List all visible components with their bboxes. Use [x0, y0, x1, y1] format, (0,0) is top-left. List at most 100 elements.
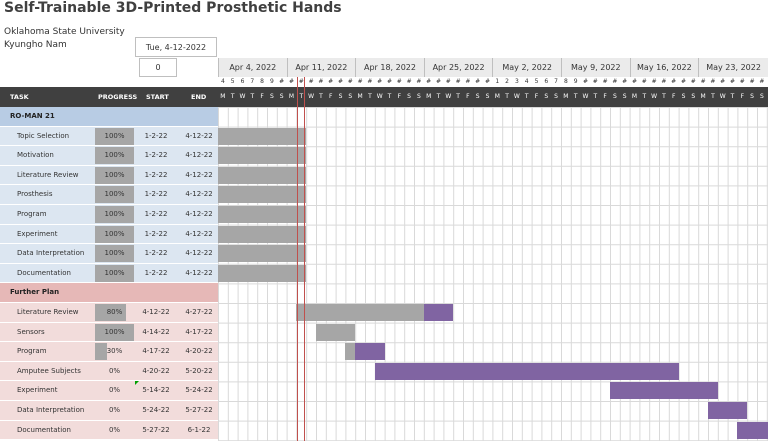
gantt-bar-complete[interactable]: [316, 323, 356, 341]
day-number: 6: [240, 78, 245, 85]
day-number: #: [759, 78, 765, 85]
task-name: Literature Review: [17, 308, 79, 316]
progress-fill: [95, 225, 134, 243]
gantt-bar-remaining[interactable]: [374, 362, 679, 380]
task-row[interactable]: Topic Selection 100% 1-2-22 4-12-22: [0, 126, 218, 147]
day-number: 5: [534, 78, 539, 85]
gantt-bar-remaining[interactable]: [610, 382, 718, 400]
progress-fill: [95, 206, 134, 223]
day-number: #: [582, 78, 588, 85]
task-name: Literature Review: [17, 170, 79, 179]
day-letter: T: [387, 93, 392, 100]
gantt-bar-complete[interactable]: [218, 166, 307, 184]
task-row[interactable]: Data Interpretation 0% 5-24-22 5-27-22: [0, 401, 218, 421]
day-number: #: [484, 78, 490, 85]
task-row[interactable]: Experiment 100% 1-2-22 4-12-22: [0, 224, 218, 245]
week-header: Apr 25, 2022: [423, 58, 493, 77]
gantt-bar-remaining[interactable]: [737, 421, 768, 439]
day-number: 4: [524, 78, 529, 85]
task-row[interactable]: Documentation 0% 5-27-22 6-1-22: [0, 420, 218, 441]
group-title: Further Plan: [10, 288, 60, 297]
day-number: #: [749, 78, 755, 85]
week-header: May 23, 2022: [698, 58, 768, 77]
task-name: Experiment: [17, 229, 58, 238]
task-end-date: 4-12-22: [185, 170, 213, 179]
task-start-date: 4-17-22: [142, 347, 170, 356]
gantt-bar-complete[interactable]: [218, 127, 307, 145]
day-number: #: [357, 78, 363, 85]
progress-cell: 80%: [95, 303, 134, 322]
task-name: Experiment: [17, 386, 58, 395]
day-number: #: [710, 78, 716, 85]
task-name: Program: [17, 210, 47, 218]
day-number: #: [435, 78, 441, 85]
day-letter: S: [691, 93, 696, 100]
task-name: Program: [17, 347, 47, 356]
day-letter: T: [436, 93, 441, 100]
progress-fill: [95, 166, 134, 184]
gantt-bar-complete[interactable]: [218, 186, 307, 204]
gantt-bar-remaining[interactable]: [423, 304, 454, 321]
day-number: #: [475, 78, 481, 85]
progress-value: 100%: [104, 170, 125, 179]
task-row[interactable]: Sensors 100% 4-14-22 4-17-22: [0, 322, 218, 343]
group-row[interactable]: RO-MAN 21: [0, 107, 218, 127]
day-letter: S: [269, 93, 274, 100]
day-letter: S: [750, 93, 754, 100]
gantt-bar-complete[interactable]: [345, 343, 356, 361]
gantt-bar-complete[interactable]: [218, 206, 307, 223]
task-end-date: 5-24-22: [185, 386, 213, 395]
progress-value: 100%: [104, 327, 125, 336]
day-number: 9: [269, 78, 274, 85]
task-row[interactable]: Data Interpretation 100% 1-2-22 4-12-22: [0, 244, 218, 264]
progress-fill: [95, 304, 127, 321]
display-week-input[interactable]: 0: [139, 58, 177, 77]
day-letter: S: [554, 93, 558, 100]
gantt-bar-complete[interactable]: [296, 304, 424, 321]
day-number: #: [690, 78, 696, 85]
gantt-bar-complete[interactable]: [218, 147, 307, 165]
day-number: #: [377, 78, 383, 85]
task-start-date: 1-2-22: [144, 190, 168, 199]
progress-value: 100%: [104, 131, 125, 140]
progress-fill: [95, 127, 134, 145]
day-number: #: [406, 78, 412, 85]
day-letter: M: [563, 93, 569, 100]
progress-cell: 0%: [95, 362, 134, 381]
progress-cell: 100%: [95, 225, 134, 244]
day-letter: S: [338, 93, 343, 100]
task-row[interactable]: Program 100% 1-2-22 4-12-22: [0, 205, 218, 225]
day-letter: T: [250, 93, 255, 100]
task-row[interactable]: Literature Review 100% 1-2-22 4-12-22: [0, 165, 218, 186]
day-letter: T: [524, 93, 529, 100]
task-row[interactable]: Motivation 100% 1-2-22 4-12-22: [0, 146, 218, 166]
gantt-bar-remaining[interactable]: [355, 343, 385, 361]
gantt-bar-complete[interactable]: [218, 245, 307, 263]
task-end-date: 4-12-22: [185, 229, 213, 238]
task-row[interactable]: Prosthesis 100% 1-2-22 4-12-22: [0, 185, 218, 205]
day-number: #: [671, 78, 677, 85]
task-name: Sensors: [17, 327, 45, 336]
task-row[interactable]: Literature Review 80% 4-12-22 4-27-22: [0, 303, 218, 323]
task-row[interactable]: Documentation 100% 1-2-22 4-12-22: [0, 263, 218, 284]
day-number: #: [396, 78, 402, 85]
gantt-bar-complete[interactable]: [218, 264, 307, 282]
task-row[interactable]: Program 30% 4-17-22 4-20-22: [0, 342, 218, 362]
gantt-bar-remaining[interactable]: [708, 402, 748, 419]
day-number: #: [386, 78, 392, 85]
day-letter: T: [456, 93, 460, 100]
task-start-date: 5-27-22: [142, 425, 170, 434]
today-marker-line: [304, 77, 305, 441]
progress-cell: 100%: [95, 166, 134, 185]
day-letter: M: [220, 93, 226, 100]
week-header: May 2, 2022: [492, 58, 561, 77]
task-row[interactable]: Amputee Subjects 0% 4-20-22 5-20-22: [0, 361, 218, 382]
day-number: #: [347, 78, 353, 85]
task-row[interactable]: Experiment 0% 5-14-22 5-24-22: [0, 381, 218, 401]
progress-value: 0%: [108, 386, 121, 395]
project-start-input[interactable]: Tue, 4-12-2022: [135, 37, 217, 57]
gantt-bar-complete[interactable]: [218, 225, 307, 243]
group-row[interactable]: Further Plan: [0, 283, 218, 303]
task-name: Data Interpretation: [17, 406, 85, 414]
task-name: Data Interpretation: [17, 249, 85, 258]
